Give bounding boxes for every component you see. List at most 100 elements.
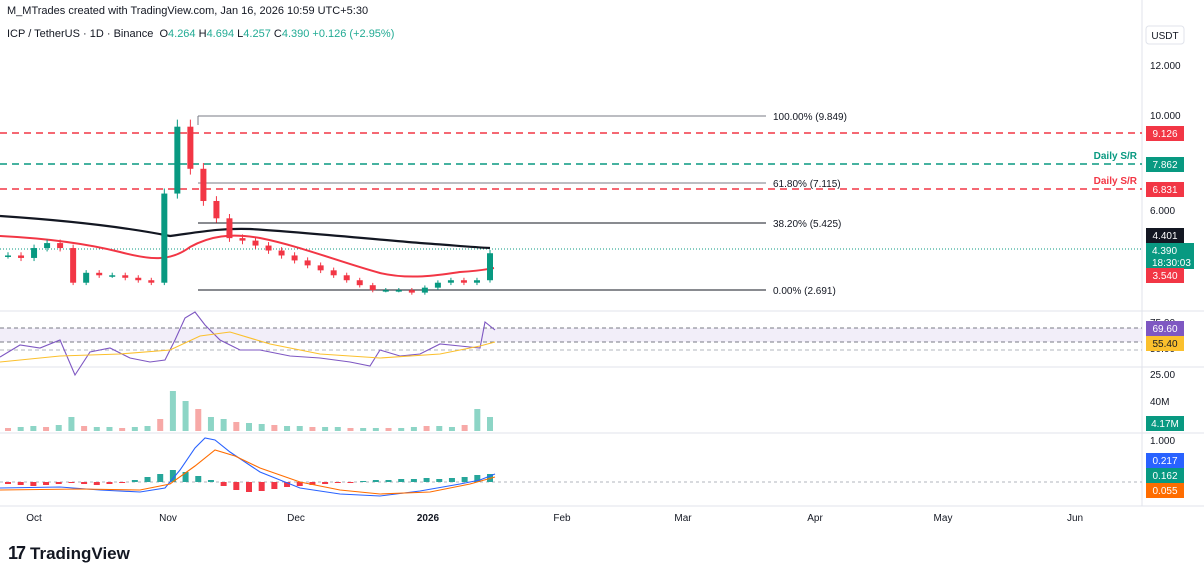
level-label: Daily S/R [1094,151,1138,162]
volume-bar [334,427,341,431]
volume-bar [322,427,329,431]
candle[interactable] [356,280,363,286]
macd-hist-bar [360,481,367,482]
macd-hist-bar [169,470,176,482]
volume-bar [436,426,443,431]
candle[interactable] [135,277,142,281]
candle[interactable] [31,248,38,258]
candle[interactable] [460,280,467,283]
level-badge-9126: 9.126 [1146,126,1184,141]
volume-bar [347,428,354,431]
macd-hist-bar [106,482,113,484]
volume-bar [385,428,392,431]
candle[interactable] [304,260,311,266]
macd-hist-bar [398,479,405,482]
candle[interactable] [487,253,493,281]
signal-badge: 0.162 [1146,468,1184,483]
macd-histogram[interactable] [5,470,493,492]
ma200-line[interactable] [0,214,491,250]
candle[interactable] [252,240,259,246]
candle[interactable] [291,255,298,261]
candle[interactable] [265,245,272,251]
candle[interactable] [278,250,285,256]
currency-label[interactable]: USDT [1151,31,1178,42]
candle[interactable] [5,255,11,257]
time-tick: Apr [807,513,823,524]
candle[interactable] [408,290,415,293]
high-value: 4.694 [206,28,235,40]
candle[interactable] [421,287,428,293]
svg-text:4.390: 4.390 [1152,246,1177,257]
rsi-band [0,328,1142,342]
macd-hist-bar [385,480,392,482]
volume-bar [207,417,214,431]
symbol-name: ICP / TetherUS · 1D · Binance [7,28,154,40]
candle[interactable] [395,290,402,292]
volume-bar [81,426,88,431]
candle[interactable] [473,280,480,283]
candle[interactable] [447,280,454,283]
macd-hist-bar [309,482,316,485]
candle[interactable] [44,243,51,249]
rsi-ma-line[interactable] [0,331,496,363]
rsi-line[interactable] [0,311,496,377]
candle[interactable] [70,248,77,283]
candle[interactable] [109,275,116,277]
candle[interactable] [226,218,233,239]
volume-bar [195,409,202,431]
candle[interactable] [200,168,207,201]
volume-tick: 40M [1150,397,1169,408]
candle[interactable] [57,243,64,249]
svg-text:69.60: 69.60 [1152,324,1177,335]
macd-signal-line[interactable] [0,449,496,495]
svg-text:18:30:03: 18:30:03 [1152,258,1191,269]
candle[interactable] [369,285,376,291]
candle[interactable] [83,272,90,283]
macd-hist-bar [144,477,151,482]
volume-bar [55,425,62,431]
volume-bar [68,417,75,431]
candle[interactable] [330,270,337,276]
candle[interactable] [343,275,350,281]
candle[interactable] [239,238,246,241]
volume-bars[interactable] [5,391,493,431]
candle[interactable] [382,290,389,292]
volume-bar [448,427,455,431]
candle[interactable] [161,193,168,283]
svg-text:0.162: 0.162 [1152,471,1177,482]
macd-hist-bar [182,472,189,482]
low-value: 4.257 [243,28,271,40]
candle[interactable] [434,282,441,288]
time-tick: Mar [674,513,692,524]
level-badge-6831: 6.831 [1146,182,1184,197]
candle[interactable] [122,275,129,278]
rsi-tick: 25.00 [1150,370,1175,381]
volume-bar [271,425,278,431]
ma50-line[interactable] [0,234,495,278]
macd-hist-bar [157,474,164,482]
macd-tick: 1.000 [1150,436,1175,447]
macd-hist-bar [372,480,379,482]
candle[interactable] [148,280,155,283]
price-tick: 10.000 [1150,111,1181,122]
symbol-legend[interactable]: ICP / TetherUS · 1D · Binance O4.264 H4.… [7,28,395,40]
candle[interactable] [213,200,220,219]
macd-line[interactable] [0,437,496,497]
macd-badge: 0.217 [1146,453,1184,468]
candle[interactable] [317,265,324,271]
ma50-badge: 3.540 [1146,268,1184,283]
candle[interactable] [174,126,181,194]
time-tick: Feb [553,513,571,524]
macd-hist-bar [322,482,329,484]
volume-bar [246,423,252,431]
price-tick: 6.000 [1150,206,1175,217]
tradingview-logo[interactable]: 17 TradingView [8,543,130,564]
candle[interactable] [187,126,194,169]
macd-hist-bar [436,479,443,482]
macd-hist-bar [195,476,202,482]
candlestick-series[interactable] [5,119,493,295]
candle[interactable] [18,255,25,258]
candle[interactable] [96,272,103,276]
time-tick: 2026 [417,513,440,524]
